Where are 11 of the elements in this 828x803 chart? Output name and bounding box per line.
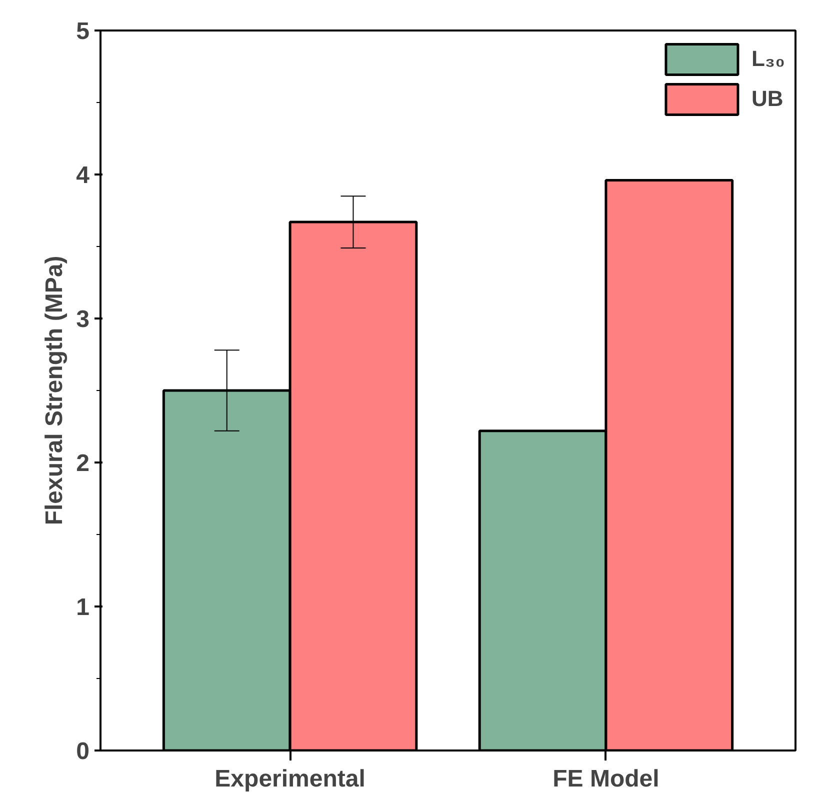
y-tick-label: 3 xyxy=(76,306,90,333)
legend-label: UB xyxy=(751,86,784,112)
y-tick-label: 0 xyxy=(76,738,90,765)
x-tick-label: FE Model xyxy=(552,766,660,792)
y-tick-label: 4 xyxy=(76,162,90,189)
y-tick-label: 5 xyxy=(76,18,90,45)
y-tick-label: 2 xyxy=(76,450,90,477)
x-tick-label: Experimental xyxy=(214,766,366,792)
y-tick-label: 1 xyxy=(76,594,90,621)
legend-label: L₃₀ xyxy=(751,46,785,72)
y-axis-title: Flexural Strength (MPa) xyxy=(41,256,68,526)
